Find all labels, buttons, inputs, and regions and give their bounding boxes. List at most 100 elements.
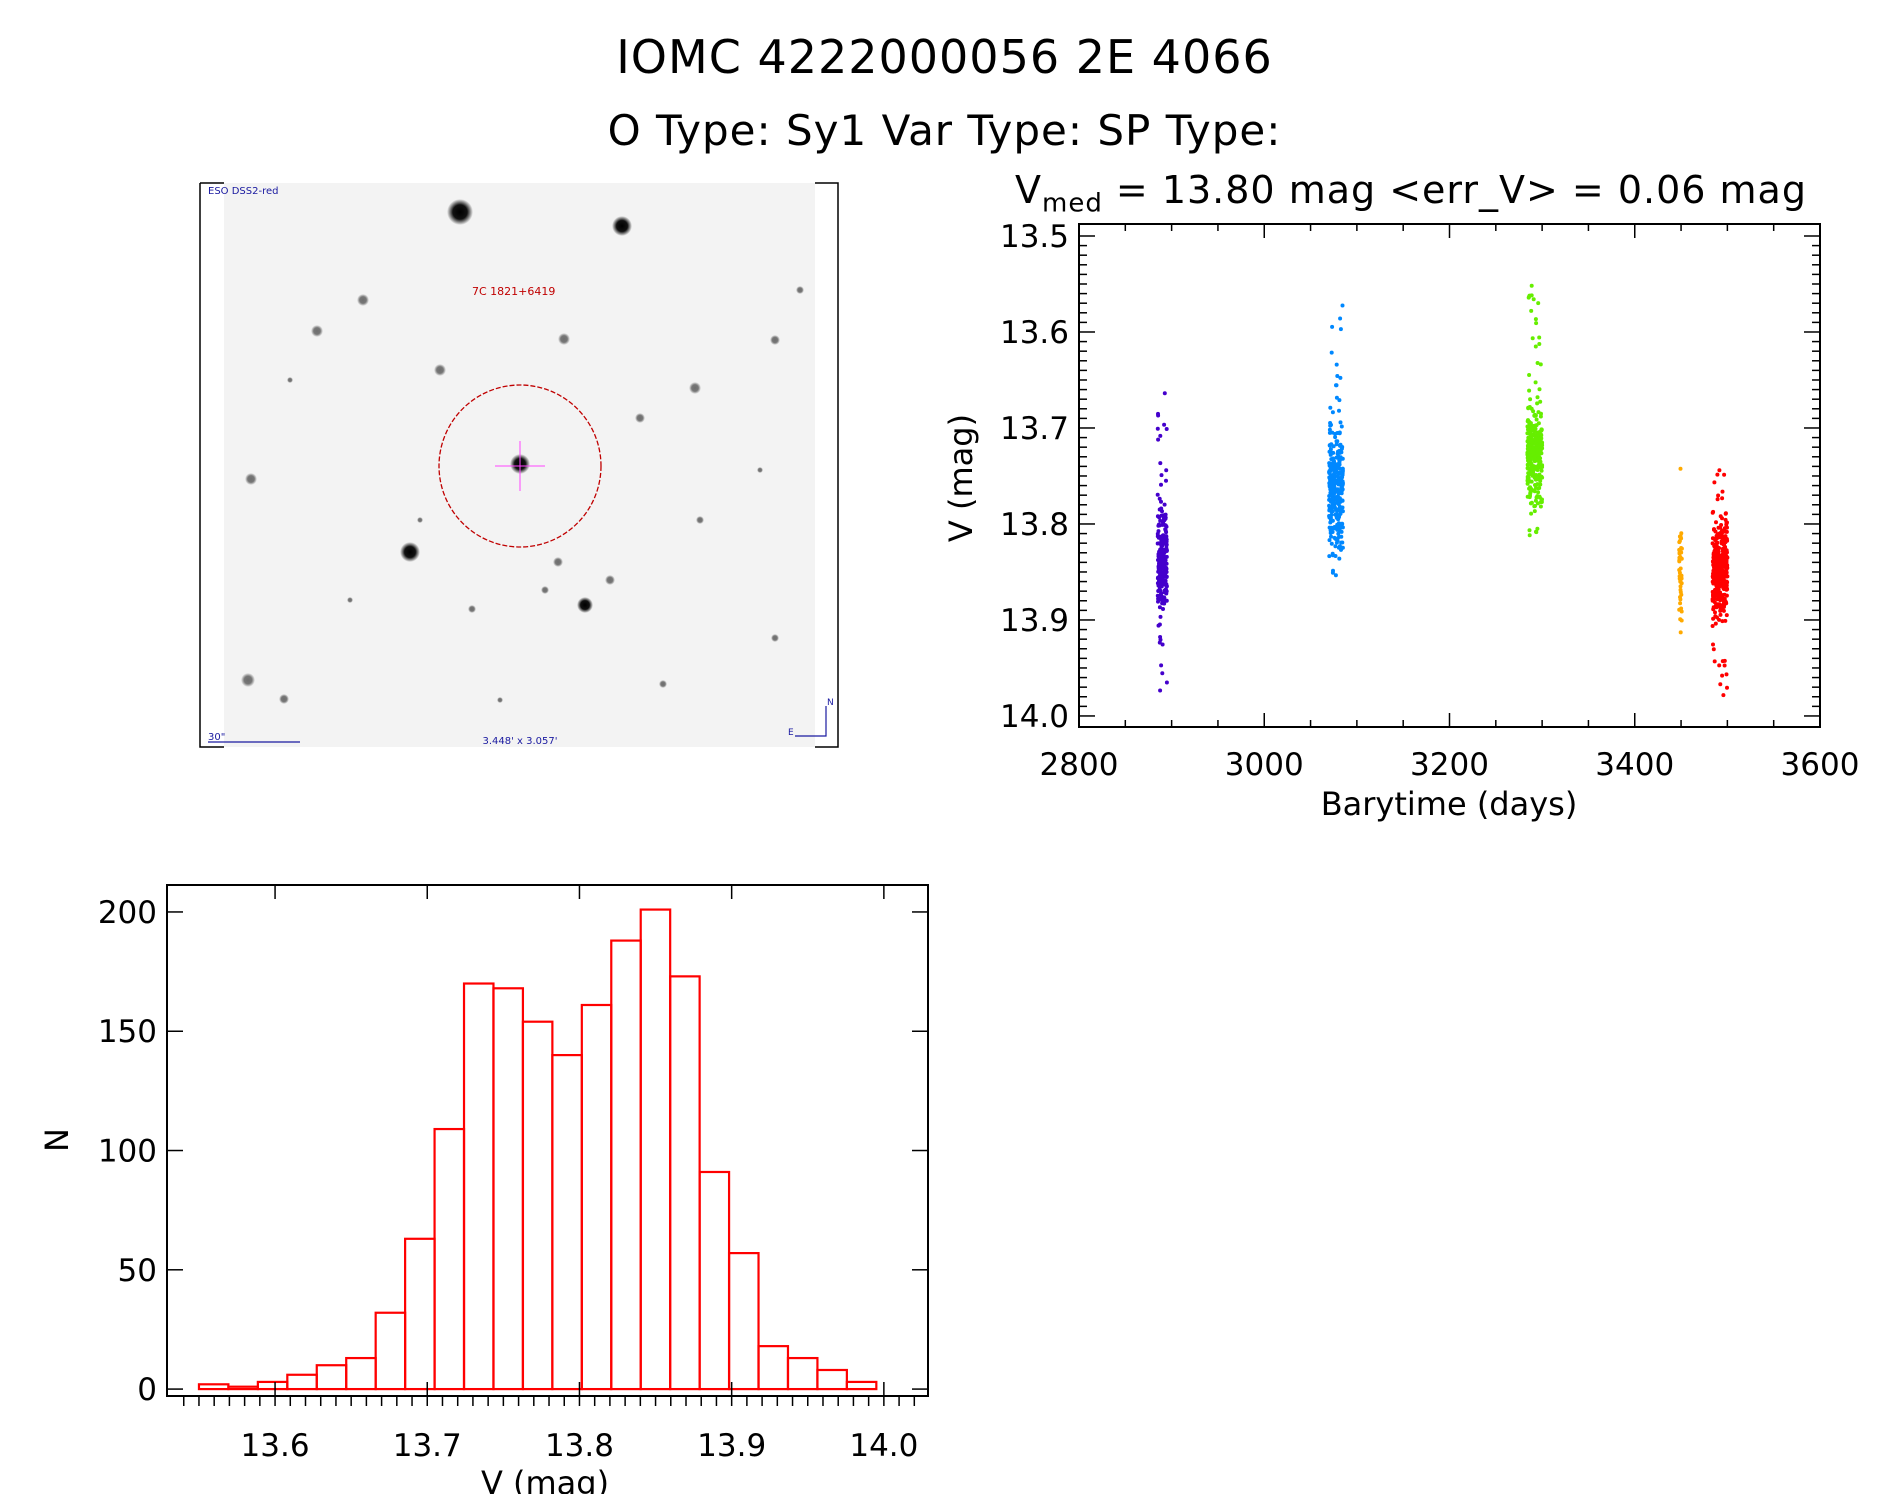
data-point bbox=[1713, 621, 1718, 626]
data-point bbox=[1534, 417, 1539, 422]
data-point bbox=[1335, 508, 1339, 513]
data-point bbox=[1337, 466, 1342, 471]
compass-north: N bbox=[827, 698, 834, 708]
data-point bbox=[1526, 475, 1531, 480]
data-point bbox=[1679, 618, 1684, 623]
data-point bbox=[1721, 575, 1726, 580]
data-point bbox=[1711, 579, 1716, 584]
light-curve-plot: 2800 3000 3200 3400 3600 13.513.613.713.813.… bbox=[942, 219, 1859, 823]
median-magnitude-label: Vmed = 13.80 mag <err_V> = 0.06 mag bbox=[1015, 168, 1807, 219]
data-point bbox=[1526, 449, 1531, 454]
data-point bbox=[1526, 471, 1531, 476]
data-point bbox=[1159, 482, 1163, 487]
data-point bbox=[1678, 466, 1683, 471]
data-point bbox=[1716, 493, 1721, 498]
data-point bbox=[1530, 425, 1535, 430]
y-tick-label: 13.6 bbox=[1000, 315, 1069, 351]
histogram-bar bbox=[256, 1380, 289, 1391]
data-point bbox=[1724, 587, 1729, 592]
data-point bbox=[1718, 682, 1723, 687]
data-point bbox=[1332, 525, 1337, 529]
data-point bbox=[1339, 424, 1344, 429]
data-point bbox=[1525, 494, 1530, 499]
data-point bbox=[1532, 509, 1537, 514]
data-point bbox=[1679, 546, 1684, 550]
data-point bbox=[1719, 523, 1724, 527]
data-point bbox=[1527, 388, 1532, 393]
data-point bbox=[1720, 673, 1725, 678]
data-point bbox=[1327, 461, 1332, 466]
data-point bbox=[1338, 316, 1343, 321]
data-point bbox=[1335, 487, 1340, 492]
data-point bbox=[1538, 362, 1543, 367]
data-point bbox=[1538, 504, 1543, 509]
data-point bbox=[1717, 578, 1722, 583]
histogram-bar bbox=[374, 1311, 407, 1391]
data-point bbox=[1723, 526, 1728, 531]
data-point bbox=[1158, 614, 1163, 619]
data-point bbox=[1717, 468, 1722, 473]
data-point bbox=[1723, 540, 1728, 545]
histogram-y-tick-labels: 0 50 100 150 200 bbox=[98, 895, 157, 1408]
data-point bbox=[1328, 405, 1333, 410]
data-point bbox=[1723, 529, 1728, 534]
data-point bbox=[1329, 450, 1334, 455]
histogram-bar bbox=[786, 1356, 819, 1391]
data-point bbox=[1340, 540, 1345, 545]
data-point bbox=[1164, 575, 1169, 579]
data-point bbox=[1338, 420, 1343, 425]
data-point bbox=[1714, 551, 1719, 556]
data-point bbox=[1332, 466, 1337, 471]
data-point bbox=[1328, 443, 1332, 448]
data-point bbox=[1531, 469, 1536, 474]
data-point bbox=[1329, 350, 1334, 355]
histogram-bar bbox=[433, 1127, 466, 1391]
data-point bbox=[1538, 478, 1543, 483]
data-point bbox=[1721, 608, 1726, 613]
y-tick-label: 150 bbox=[98, 1014, 157, 1050]
data-point bbox=[1158, 688, 1163, 693]
data-point bbox=[1532, 459, 1537, 464]
data-point bbox=[1327, 538, 1332, 543]
data-point bbox=[1164, 554, 1169, 559]
data-point bbox=[1330, 530, 1335, 534]
data-point bbox=[1539, 427, 1544, 432]
x-tick-label: 3600 bbox=[1781, 747, 1860, 783]
data-point bbox=[1528, 397, 1533, 402]
data-point bbox=[1532, 455, 1537, 460]
histogram-bar bbox=[521, 1020, 554, 1391]
data-point bbox=[1531, 450, 1536, 455]
data-point bbox=[1720, 516, 1724, 521]
data-point bbox=[1537, 335, 1542, 340]
data-point bbox=[1525, 462, 1530, 467]
y-tick-label: 200 bbox=[98, 895, 157, 931]
data-point bbox=[1678, 630, 1683, 635]
compass-east: E bbox=[788, 728, 794, 738]
data-point bbox=[1336, 449, 1340, 454]
data-point bbox=[1722, 600, 1726, 605]
data-point bbox=[1335, 538, 1340, 543]
star bbox=[757, 467, 763, 473]
data-point bbox=[1333, 435, 1338, 440]
data-point bbox=[1711, 607, 1716, 612]
light-curve-y-axis-label: V (mag) bbox=[942, 414, 980, 542]
data-point bbox=[1713, 610, 1717, 615]
data-point bbox=[1157, 605, 1162, 610]
data-point bbox=[1715, 603, 1720, 607]
histogram-bar bbox=[315, 1364, 348, 1391]
data-point bbox=[1717, 663, 1722, 668]
data-point bbox=[1537, 387, 1542, 392]
data-point bbox=[1330, 324, 1335, 329]
data-point bbox=[1159, 473, 1164, 478]
data-point bbox=[1159, 499, 1163, 504]
histogram-bar bbox=[345, 1356, 377, 1391]
data-point bbox=[1679, 531, 1684, 536]
data-point bbox=[1336, 454, 1341, 459]
data-point bbox=[1332, 472, 1337, 477]
star bbox=[311, 325, 323, 337]
histogram-bar bbox=[197, 1383, 230, 1391]
data-point bbox=[1526, 458, 1530, 463]
data-point bbox=[1535, 395, 1540, 400]
data-point bbox=[1334, 512, 1339, 516]
x-tick-label: 2800 bbox=[1040, 747, 1119, 783]
